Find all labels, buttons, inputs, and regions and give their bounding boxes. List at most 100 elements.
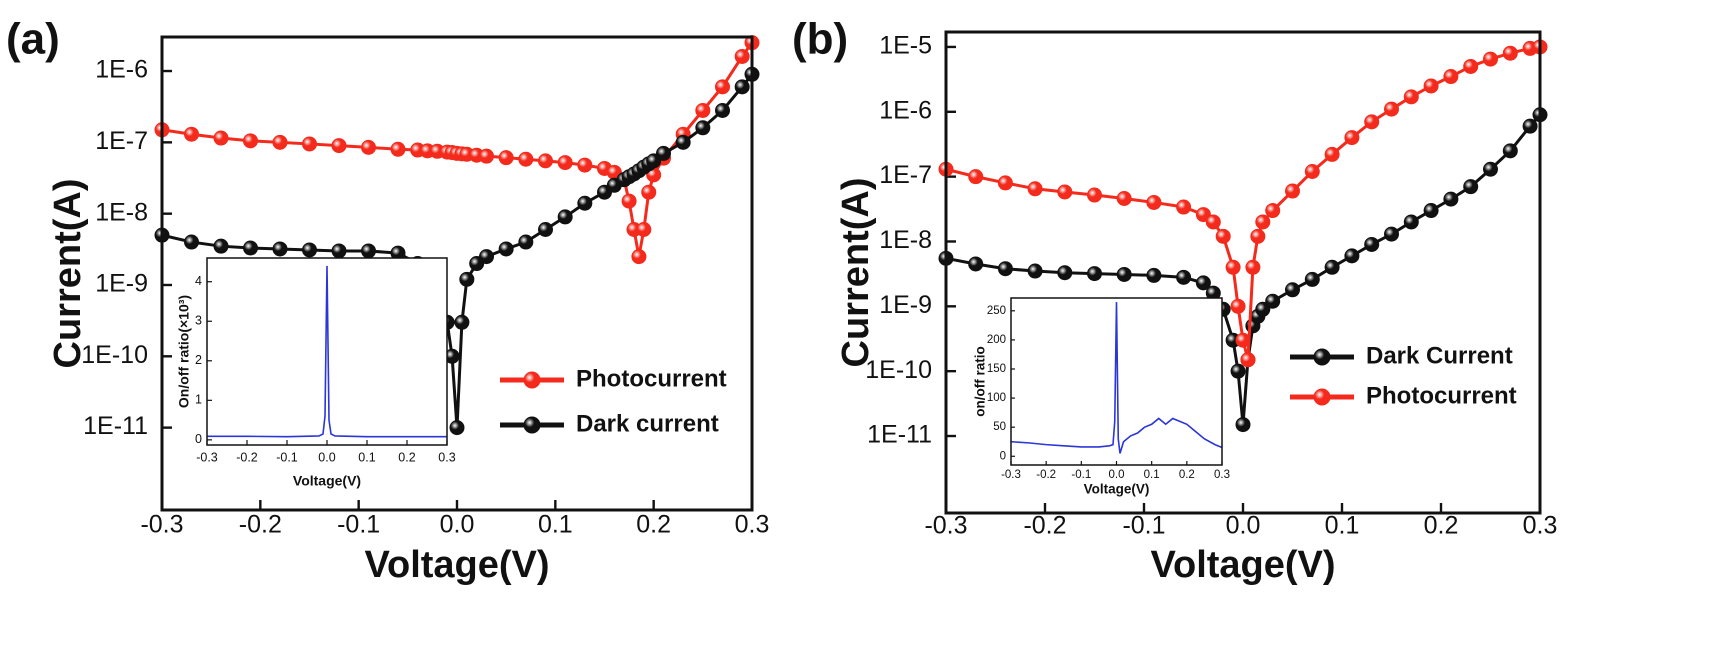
x-tick-label: -0.1 [1122, 512, 1165, 540]
legend-label: Dark Current [1366, 342, 1513, 369]
data-point [734, 48, 750, 64]
y-tick-label: 100 [987, 392, 1006, 404]
data-point [656, 145, 671, 161]
series-line [945, 45, 1541, 361]
data-point [459, 271, 475, 287]
data-point [479, 148, 494, 164]
data-point [997, 175, 1013, 191]
x-tick-label: 0.1 [358, 450, 375, 464]
x-axis-label: Voltage(V) [1084, 482, 1150, 497]
x-tick-label: -0.2 [1023, 512, 1066, 540]
data-point [1502, 143, 1518, 159]
x-tick-label: -0.1 [1071, 469, 1091, 481]
data-point [1285, 183, 1300, 199]
data-point [361, 139, 376, 155]
data-point [1285, 282, 1300, 298]
panel-label: (a) [6, 15, 60, 64]
y-tick-label: 1E-9 [95, 270, 148, 298]
plot-frame [944, 30, 1542, 515]
data-point [272, 134, 288, 150]
data-point [1176, 269, 1192, 285]
data-point [1443, 191, 1459, 207]
data-point [213, 238, 229, 254]
data-point [184, 234, 199, 250]
x-tick-label: -0.3 [196, 450, 218, 464]
x-tick-label: 0.1 [1144, 469, 1160, 481]
y-axis-label: Current(A) [47, 179, 89, 369]
data-point [695, 102, 711, 118]
x-tick-label: 0.3 [1214, 469, 1230, 481]
y-tick-label: 1E-11 [867, 421, 932, 449]
x-tick-label: 0.3 [735, 511, 770, 539]
x-tick-label: 0.2 [1424, 512, 1459, 540]
series-line [1010, 302, 1223, 454]
data-point [695, 120, 711, 136]
data-point [1027, 263, 1043, 279]
data-point [1235, 417, 1251, 433]
data-point [1116, 266, 1132, 282]
data-point [997, 261, 1013, 277]
y-tick-label: 1E-6 [879, 96, 932, 124]
x-tick-label: 0.1 [538, 511, 573, 539]
x-tick-label: 0.0 [318, 450, 335, 464]
data-point [557, 155, 573, 171]
data-point [1087, 266, 1102, 282]
y-axis-label: On/off ratio(×10³) [176, 295, 192, 408]
data-point [184, 126, 199, 142]
plot-frame [1010, 297, 1223, 466]
data-point [641, 184, 657, 200]
data-point [1250, 228, 1266, 244]
data-point [1230, 363, 1246, 379]
x-tick-label: 0.0 [1226, 512, 1261, 540]
data-point [1463, 58, 1479, 74]
data-point [538, 153, 553, 169]
data-point [1235, 332, 1251, 348]
legend-label: Photocurrent [1366, 382, 1517, 409]
x-tick-label: -0.2 [1036, 469, 1056, 481]
legend-label: Photocurrent [576, 365, 727, 392]
data-point [1245, 259, 1261, 275]
x-tick-label: 0.3 [438, 450, 455, 464]
data-point [1423, 203, 1439, 219]
y-tick-label: 0 [195, 432, 202, 446]
data-point [1230, 298, 1246, 314]
data-point [1265, 293, 1281, 309]
data-point [1176, 199, 1192, 215]
data-point [243, 133, 258, 149]
data-point [518, 234, 534, 250]
data-point [479, 249, 494, 265]
data-point [1443, 69, 1459, 85]
y-tick-label: 50 [993, 421, 1006, 433]
data-point [361, 243, 376, 259]
data-point [1483, 161, 1498, 177]
data-point [1087, 187, 1102, 203]
y-tick-label: 3 [195, 314, 202, 328]
y-tick-label: 150 [987, 363, 1006, 375]
y-tick-label: 1E-10 [865, 356, 932, 384]
data-point [1205, 214, 1221, 230]
y-tick-label: 1E-7 [879, 161, 932, 189]
data-point [331, 138, 347, 154]
y-tick-label: 200 [987, 334, 1006, 346]
legend-marker [523, 416, 541, 434]
data-point [390, 141, 406, 157]
data-point [1255, 214, 1271, 230]
data-point [636, 221, 652, 237]
data-point [1057, 265, 1073, 281]
data-point [1215, 228, 1231, 244]
x-axis-label: Voltage(V) [364, 544, 549, 586]
data-point [449, 420, 465, 436]
data-point [1522, 118, 1538, 134]
legend-marker [523, 371, 541, 389]
data-point [1364, 114, 1380, 130]
y-tick-label: 1E-8 [95, 198, 148, 226]
data-point [1403, 214, 1419, 230]
x-tick-label: 0.3 [1523, 512, 1558, 540]
data-point [1483, 51, 1498, 67]
legend-marker [1313, 388, 1331, 406]
x-tick-label: -0.2 [236, 450, 258, 464]
data-point [302, 242, 317, 258]
y-tick-label: 2 [195, 353, 202, 367]
legend-marker [1313, 348, 1331, 366]
